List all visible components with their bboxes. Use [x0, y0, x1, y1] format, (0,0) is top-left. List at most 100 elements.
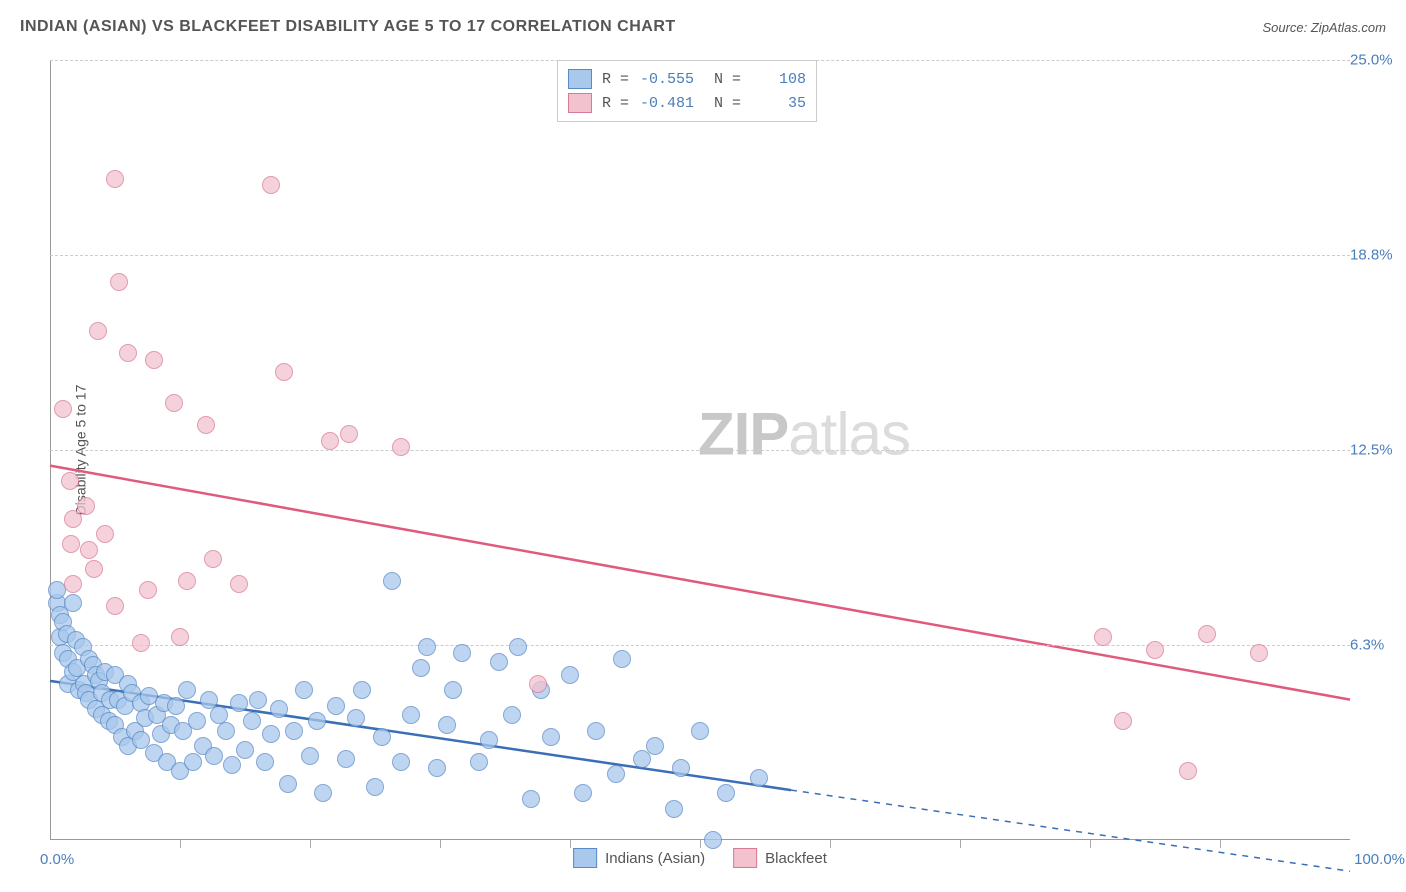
data-point-indian	[418, 638, 436, 656]
data-point-indian	[383, 572, 401, 590]
legend-row-indian: R = -0.555 N = 108	[568, 67, 806, 91]
data-point-blackfeet	[321, 432, 339, 450]
data-point-blackfeet	[1179, 762, 1197, 780]
data-point-blackfeet	[77, 497, 95, 515]
data-point-indian	[373, 728, 391, 746]
n-value: 108	[751, 71, 806, 88]
source-prefix: Source:	[1262, 20, 1310, 35]
data-point-indian	[503, 706, 521, 724]
data-point-blackfeet	[106, 597, 124, 615]
data-point-blackfeet	[178, 572, 196, 590]
data-point-indian	[607, 765, 625, 783]
data-point-indian	[750, 769, 768, 787]
data-point-indian	[470, 753, 488, 771]
data-point-indian	[561, 666, 579, 684]
legend-item-blackfeet: Blackfeet	[733, 848, 827, 868]
x-tick	[830, 840, 831, 848]
trend-line-dashed-indian	[791, 790, 1350, 871]
data-point-blackfeet	[64, 575, 82, 593]
x-tick	[1090, 840, 1091, 848]
data-point-indian	[392, 753, 410, 771]
data-point-blackfeet	[61, 472, 79, 490]
data-point-blackfeet	[1198, 625, 1216, 643]
legend-swatch-icon	[733, 848, 757, 868]
data-point-blackfeet	[230, 575, 248, 593]
data-point-blackfeet	[204, 550, 222, 568]
data-point-blackfeet	[529, 675, 547, 693]
data-point-indian	[217, 722, 235, 740]
y-tick-label: 25.0%	[1350, 52, 1405, 69]
data-point-indian	[230, 694, 248, 712]
data-point-indian	[366, 778, 384, 796]
data-point-blackfeet	[1114, 712, 1132, 730]
data-point-blackfeet	[54, 400, 72, 418]
data-point-indian	[64, 594, 82, 612]
data-point-indian	[337, 750, 355, 768]
data-point-indian	[717, 784, 735, 802]
data-point-indian	[188, 712, 206, 730]
x-tick	[310, 840, 311, 848]
r-label: R =	[602, 71, 629, 88]
data-point-indian	[327, 697, 345, 715]
data-point-blackfeet	[1250, 644, 1268, 662]
legend-series: Indians (Asian) Blackfeet	[573, 848, 827, 868]
x-tick	[180, 840, 181, 848]
source-name: ZipAtlas.com	[1311, 20, 1386, 35]
y-tick-label: 6.3%	[1350, 637, 1405, 654]
data-point-indian	[243, 712, 261, 730]
data-point-indian	[402, 706, 420, 724]
x-tick	[1220, 840, 1221, 848]
data-point-indian	[646, 737, 664, 755]
x-axis-label-max: 100.0%	[1354, 851, 1405, 868]
data-point-indian	[48, 581, 66, 599]
n-label: N =	[714, 71, 741, 88]
data-point-blackfeet	[89, 322, 107, 340]
grid-line	[50, 450, 1350, 451]
data-point-blackfeet	[145, 351, 163, 369]
data-point-indian	[542, 728, 560, 746]
data-point-indian	[184, 753, 202, 771]
data-point-indian	[453, 644, 471, 662]
data-point-blackfeet	[119, 344, 137, 362]
legend-item-indian: Indians (Asian)	[573, 848, 705, 868]
r-label: R =	[602, 95, 629, 112]
scatter-plot: Disability Age 5 to 17 ZIPatlas R = -0.5…	[50, 60, 1350, 840]
data-point-blackfeet	[165, 394, 183, 412]
legend-swatch-icon	[573, 848, 597, 868]
data-point-indian	[279, 775, 297, 793]
data-point-blackfeet	[139, 581, 157, 599]
data-point-indian	[256, 753, 274, 771]
data-point-blackfeet	[62, 535, 80, 553]
chart-header: INDIAN (ASIAN) VS BLACKFEET DISABILITY A…	[20, 18, 1386, 36]
x-tick	[960, 840, 961, 848]
data-point-blackfeet	[262, 176, 280, 194]
data-point-indian	[704, 831, 722, 849]
source-attribution: Source: ZipAtlas.com	[1262, 20, 1386, 35]
data-point-indian	[353, 681, 371, 699]
data-point-indian	[587, 722, 605, 740]
legend-swatch-icon	[568, 69, 592, 89]
data-point-indian	[509, 638, 527, 656]
grid-line	[50, 255, 1350, 256]
data-point-indian	[249, 691, 267, 709]
x-axis-label-min: 0.0%	[40, 851, 74, 868]
data-point-indian	[270, 700, 288, 718]
data-point-blackfeet	[110, 273, 128, 291]
data-point-indian	[308, 712, 326, 730]
data-point-indian	[665, 800, 683, 818]
legend-label: Blackfeet	[765, 850, 827, 867]
data-point-indian	[347, 709, 365, 727]
data-point-indian	[522, 790, 540, 808]
data-point-blackfeet	[132, 634, 150, 652]
data-point-blackfeet	[340, 425, 358, 443]
data-point-indian	[167, 697, 185, 715]
data-point-blackfeet	[85, 560, 103, 578]
data-point-blackfeet	[96, 525, 114, 543]
r-value: -0.555	[639, 71, 694, 88]
y-tick-label: 12.5%	[1350, 442, 1405, 459]
data-point-indian	[480, 731, 498, 749]
data-point-indian	[262, 725, 280, 743]
n-label: N =	[714, 95, 741, 112]
data-point-indian	[444, 681, 462, 699]
data-point-indian	[301, 747, 319, 765]
